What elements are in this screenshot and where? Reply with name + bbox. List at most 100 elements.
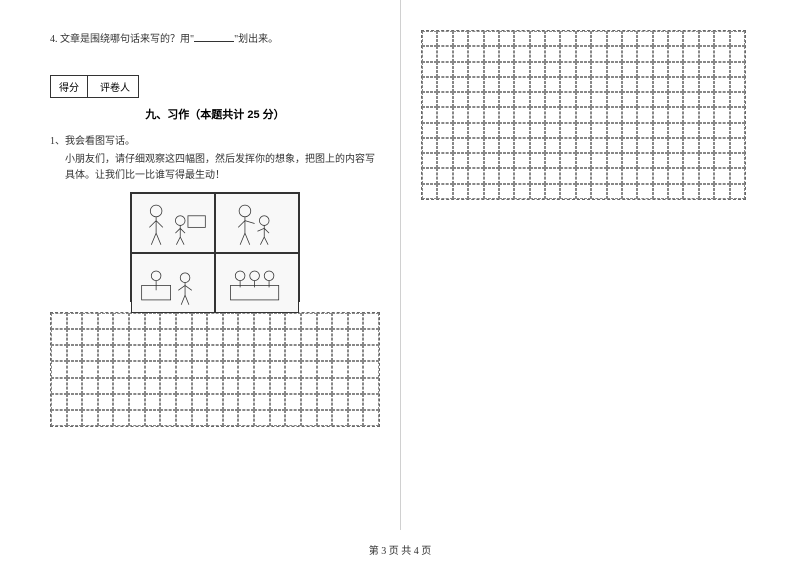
grid-cell[interactable] xyxy=(51,313,67,329)
grid-cell[interactable] xyxy=(607,153,622,168)
grid-cell[interactable] xyxy=(637,62,652,77)
grid-cell[interactable] xyxy=(363,378,379,394)
grid-cell[interactable] xyxy=(484,168,499,183)
grid-cell[interactable] xyxy=(285,394,301,410)
grid-cell[interactable] xyxy=(607,168,622,183)
grid-cell[interactable] xyxy=(730,138,745,153)
grid-cell[interactable] xyxy=(145,410,161,426)
grid-cell[interactable] xyxy=(363,410,379,426)
grid-cell[interactable] xyxy=(591,62,606,77)
grid-cell[interactable] xyxy=(113,378,129,394)
grid-cell[interactable] xyxy=(730,46,745,61)
grid-cell[interactable] xyxy=(98,313,114,329)
grid-cell[interactable] xyxy=(545,153,560,168)
grid-cell[interactable] xyxy=(207,410,223,426)
grid-cell[interactable] xyxy=(576,77,591,92)
grid-cell[interactable] xyxy=(514,168,529,183)
grid-cell[interactable] xyxy=(653,92,668,107)
grid-cell[interactable] xyxy=(668,153,683,168)
grid-cell[interactable] xyxy=(499,46,514,61)
grid-cell[interactable] xyxy=(98,410,114,426)
grid-cell[interactable] xyxy=(622,107,637,122)
grid-cell[interactable] xyxy=(160,394,176,410)
grid-cell[interactable] xyxy=(238,345,254,361)
grid-cell[interactable] xyxy=(530,184,545,199)
grid-cell[interactable] xyxy=(607,138,622,153)
grid-cell[interactable] xyxy=(145,313,161,329)
grid-cell[interactable] xyxy=(317,313,333,329)
grid-cell[interactable] xyxy=(270,410,286,426)
grid-cell[interactable] xyxy=(332,361,348,377)
grid-cell[interactable] xyxy=(591,184,606,199)
grid-cell[interactable] xyxy=(192,313,208,329)
grid-cell[interactable] xyxy=(160,378,176,394)
grid-cell[interactable] xyxy=(51,345,67,361)
grid-cell[interactable] xyxy=(653,46,668,61)
grid-cell[interactable] xyxy=(714,153,729,168)
grid-cell[interactable] xyxy=(223,410,239,426)
grid-cell[interactable] xyxy=(192,410,208,426)
grid-cell[interactable] xyxy=(683,31,698,46)
grid-cell[interactable] xyxy=(668,92,683,107)
grid-cell[interactable] xyxy=(317,394,333,410)
grid-cell[interactable] xyxy=(145,329,161,345)
grid-cell[interactable] xyxy=(499,168,514,183)
grid-cell[interactable] xyxy=(683,153,698,168)
grid-cell[interactable] xyxy=(591,92,606,107)
grid-cell[interactable] xyxy=(545,138,560,153)
grid-cell[interactable] xyxy=(238,378,254,394)
grid-cell[interactable] xyxy=(499,153,514,168)
grid-cell[interactable] xyxy=(363,329,379,345)
grid-cell[interactable] xyxy=(622,123,637,138)
grid-cell[interactable] xyxy=(160,313,176,329)
grid-cell[interactable] xyxy=(437,168,452,183)
grid-cell[interactable] xyxy=(637,153,652,168)
grid-cell[interactable] xyxy=(576,31,591,46)
grid-cell[interactable] xyxy=(653,138,668,153)
grid-cell[interactable] xyxy=(176,410,192,426)
grid-cell[interactable] xyxy=(668,107,683,122)
grid-cell[interactable] xyxy=(576,138,591,153)
grid-cell[interactable] xyxy=(98,329,114,345)
grid-cell[interactable] xyxy=(270,361,286,377)
grid-cell[interactable] xyxy=(82,345,98,361)
grid-cell[interactable] xyxy=(545,92,560,107)
grid-cell[interactable] xyxy=(653,184,668,199)
grid-cell[interactable] xyxy=(637,168,652,183)
grid-cell[interactable] xyxy=(468,184,483,199)
grid-cell[interactable] xyxy=(653,31,668,46)
grid-cell[interactable] xyxy=(176,361,192,377)
grid-cell[interactable] xyxy=(363,394,379,410)
grid-cell[interactable] xyxy=(129,378,145,394)
grid-cell[interactable] xyxy=(285,378,301,394)
grid-cell[interactable] xyxy=(51,329,67,345)
grid-cell[interactable] xyxy=(484,107,499,122)
grid-cell[interactable] xyxy=(468,46,483,61)
grid-cell[interactable] xyxy=(545,46,560,61)
grid-cell[interactable] xyxy=(301,378,317,394)
grid-cell[interactable] xyxy=(699,31,714,46)
grid-cell[interactable] xyxy=(113,313,129,329)
blank-line[interactable] xyxy=(194,32,234,42)
grid-cell[interactable] xyxy=(453,77,468,92)
grid-cell[interactable] xyxy=(348,410,364,426)
grid-cell[interactable] xyxy=(437,31,452,46)
grid-cell[interactable] xyxy=(714,123,729,138)
grid-cell[interactable] xyxy=(499,138,514,153)
grid-cell[interactable] xyxy=(545,123,560,138)
grid-cell[interactable] xyxy=(514,138,529,153)
grid-cell[interactable] xyxy=(332,329,348,345)
grid-cell[interactable] xyxy=(176,378,192,394)
grid-cell[interactable] xyxy=(238,361,254,377)
grid-cell[interactable] xyxy=(254,361,270,377)
grid-cell[interactable] xyxy=(484,77,499,92)
grid-cell[interactable] xyxy=(545,184,560,199)
grid-cell[interactable] xyxy=(223,345,239,361)
grid-cell[interactable] xyxy=(622,184,637,199)
grid-cell[interactable] xyxy=(484,31,499,46)
grid-cell[interactable] xyxy=(453,62,468,77)
grid-cell[interactable] xyxy=(683,77,698,92)
grid-cell[interactable] xyxy=(437,77,452,92)
grid-cell[interactable] xyxy=(207,394,223,410)
grid-cell[interactable] xyxy=(653,62,668,77)
